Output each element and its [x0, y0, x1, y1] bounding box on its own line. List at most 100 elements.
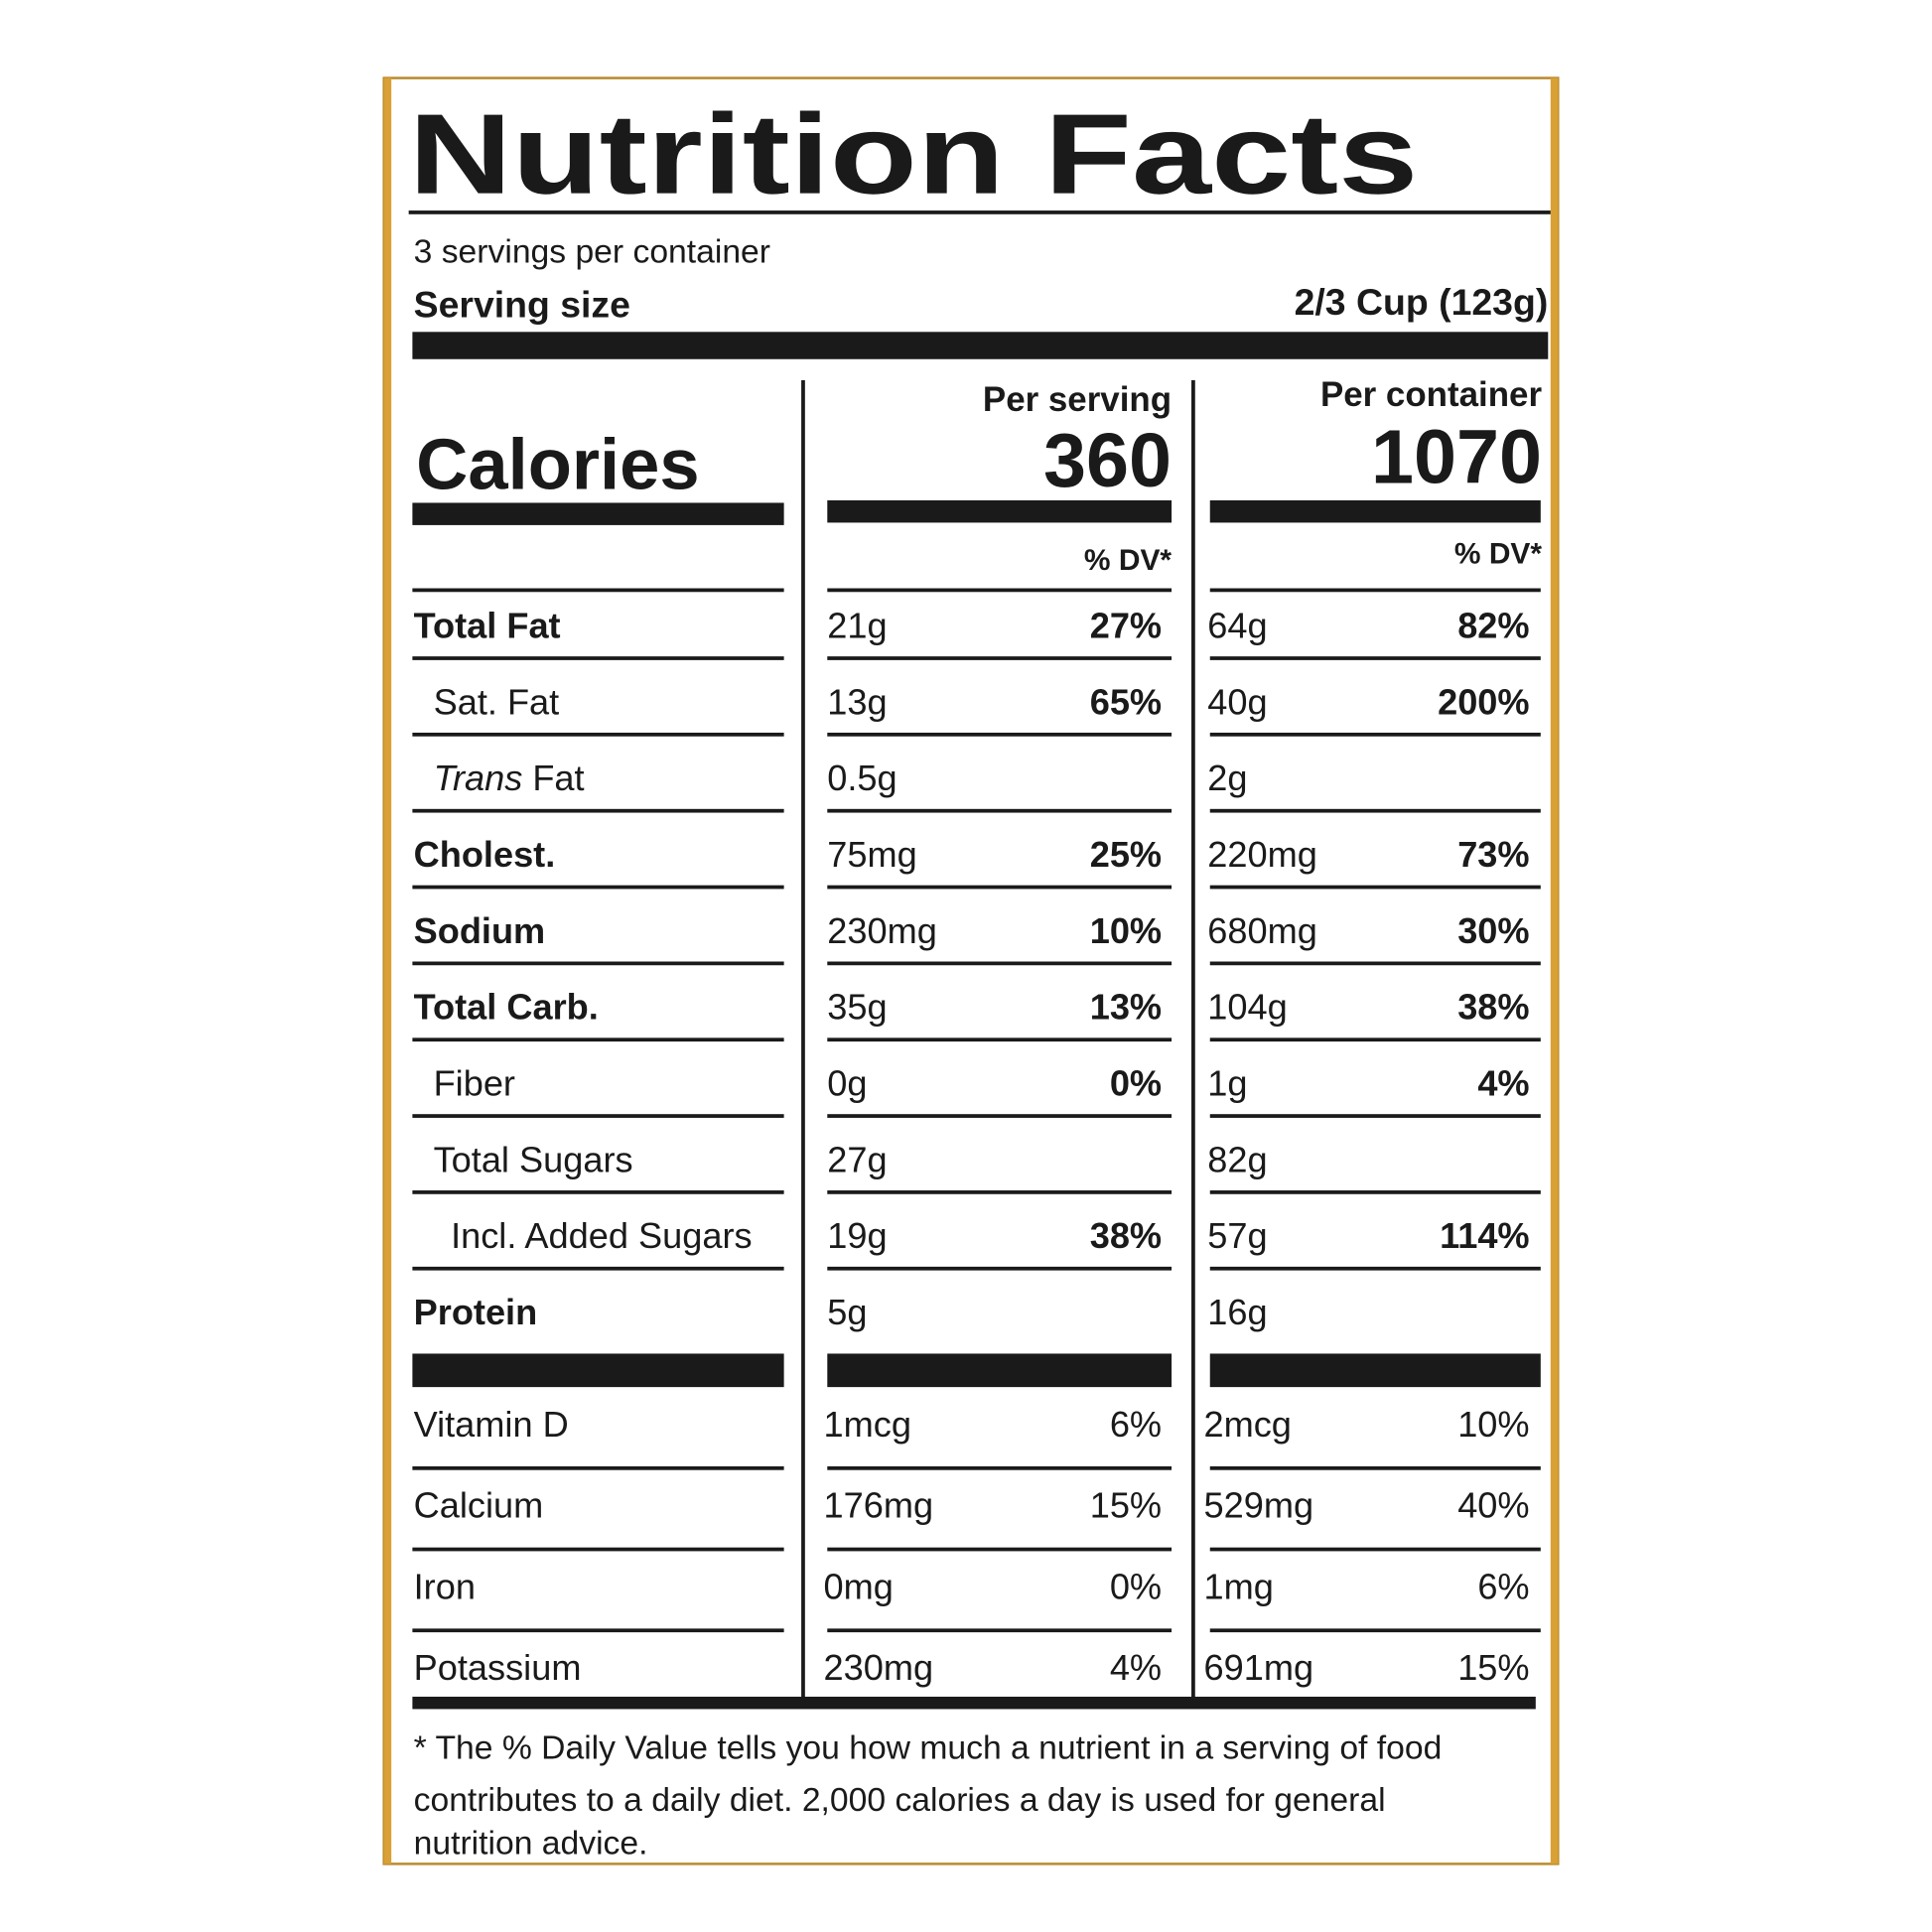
label-panel: [382, 76, 1560, 1865]
rule: [408, 210, 1551, 214]
column-divider: [1191, 379, 1195, 1706]
amount: 19g: [827, 1215, 887, 1256]
nutrient-name: Total Fat: [414, 605, 561, 645]
daily-value: 40%: [1457, 1485, 1529, 1526]
thick-bar: [412, 332, 1549, 359]
row-rule: [412, 885, 784, 890]
amount: 104g: [1207, 987, 1287, 1028]
daily-value: 38%: [1090, 1215, 1162, 1256]
nutrient-name-rest: Fat: [532, 758, 584, 798]
row-rule: [412, 1190, 784, 1194]
row-rule: [412, 1547, 784, 1552]
row-rule: [827, 1037, 1173, 1042]
amount: 0g: [827, 1062, 867, 1103]
amount: 16g: [1207, 1292, 1267, 1332]
amount: 1mg: [1204, 1566, 1274, 1606]
amount: 82g: [1207, 1139, 1267, 1179]
row-rule: [827, 732, 1173, 737]
amount: 1mcg: [824, 1404, 911, 1445]
daily-value: 30%: [1457, 910, 1529, 951]
title: Nutrition Facts: [409, 91, 1419, 218]
amount: 230mg: [824, 1647, 934, 1688]
daily-value: 82%: [1457, 605, 1529, 645]
amount: 57g: [1207, 1215, 1267, 1256]
row-rule: [1209, 732, 1541, 737]
amount: 529mg: [1204, 1485, 1314, 1526]
amount: 230mg: [827, 910, 937, 951]
daily-value: 4%: [1110, 1647, 1162, 1688]
nutrient-name: Total Sugars: [434, 1139, 633, 1179]
row-rule: [827, 588, 1173, 593]
daily-value: 10%: [1090, 910, 1162, 951]
amount: 2mcg: [1204, 1404, 1292, 1445]
column-header: Per serving: [983, 380, 1172, 419]
column-header: Per container: [1320, 375, 1543, 414]
amount: 40g: [1207, 681, 1267, 722]
row-rule: [827, 1190, 1173, 1194]
row-rule: [1209, 1266, 1541, 1271]
calories-label: Calories: [416, 426, 699, 505]
nutrient-name-italic: Trans: [434, 758, 523, 798]
vitamin-name: Iron: [414, 1566, 476, 1606]
amount: 75mg: [827, 834, 916, 875]
serving-size-label: Serving size: [414, 283, 630, 325]
row-rule: [1209, 961, 1541, 966]
bottom-bar: [412, 1696, 1536, 1710]
amount: 13g: [827, 681, 887, 722]
row-rule: [827, 1628, 1173, 1633]
daily-value: 0%: [1110, 1566, 1162, 1606]
panel-edge-left: [383, 77, 392, 1864]
amount: 35g: [827, 987, 887, 1028]
row-rule: [827, 808, 1173, 813]
daily-value: 13%: [1090, 987, 1162, 1028]
daily-value: 6%: [1110, 1404, 1162, 1445]
row-rule: [1209, 1628, 1541, 1633]
vitamin-name: Vitamin D: [414, 1404, 569, 1445]
row-rule: [412, 1114, 784, 1118]
row-rule: [412, 1266, 784, 1271]
amount: 220mg: [1207, 834, 1317, 875]
amount: 64g: [1207, 605, 1267, 645]
nutrient-name: Sat. Fat: [434, 681, 560, 722]
calories-bar: [827, 499, 1173, 523]
row-rule: [412, 961, 784, 966]
daily-value: 114%: [1440, 1215, 1529, 1256]
nutrient-name: Fiber: [434, 1062, 515, 1103]
amount: 27g: [827, 1139, 887, 1179]
daily-value: 4%: [1477, 1062, 1529, 1103]
row-rule: [1209, 656, 1541, 660]
nutrient-name: Sodium: [414, 910, 546, 951]
row-rule: [827, 961, 1173, 966]
nutrient-name: Protein: [414, 1292, 538, 1332]
daily-value: 73%: [1457, 834, 1529, 875]
amount: 1g: [1207, 1062, 1247, 1103]
amount: 0.5g: [827, 758, 897, 798]
calories-value: 1070: [1371, 414, 1542, 499]
vitamin-name: Potassium: [414, 1647, 582, 1688]
vitamin-name: Calcium: [414, 1485, 544, 1526]
footnote-line: nutrition advice.: [414, 1825, 648, 1862]
daily-value: 10%: [1457, 1404, 1529, 1445]
row-rule: [827, 885, 1173, 890]
nutrient-name: Incl. Added Sugars: [451, 1215, 753, 1256]
amount: 0mg: [824, 1566, 894, 1606]
row-rule: [1209, 1353, 1541, 1388]
footnote-line: contributes to a daily diet. 2,000 calor…: [414, 1782, 1386, 1819]
row-rule: [827, 1465, 1173, 1470]
row-rule: [1209, 588, 1541, 593]
daily-value: 0%: [1110, 1062, 1162, 1103]
row-rule: [1209, 1465, 1541, 1470]
row-rule: [1209, 885, 1541, 890]
serving-size-value: 2/3 Cup (123g): [1295, 281, 1549, 323]
nutrient-name: Total Carb.: [414, 987, 599, 1028]
row-rule: [1209, 1190, 1541, 1194]
daily-value: 25%: [1090, 834, 1162, 875]
row-rule: [412, 1353, 784, 1388]
row-rule: [1209, 808, 1541, 813]
row-rule: [412, 732, 784, 737]
amount: 691mg: [1204, 1647, 1314, 1688]
amount: 680mg: [1207, 910, 1317, 951]
calories-bar: [1209, 499, 1541, 523]
calories-bar: [412, 502, 784, 525]
